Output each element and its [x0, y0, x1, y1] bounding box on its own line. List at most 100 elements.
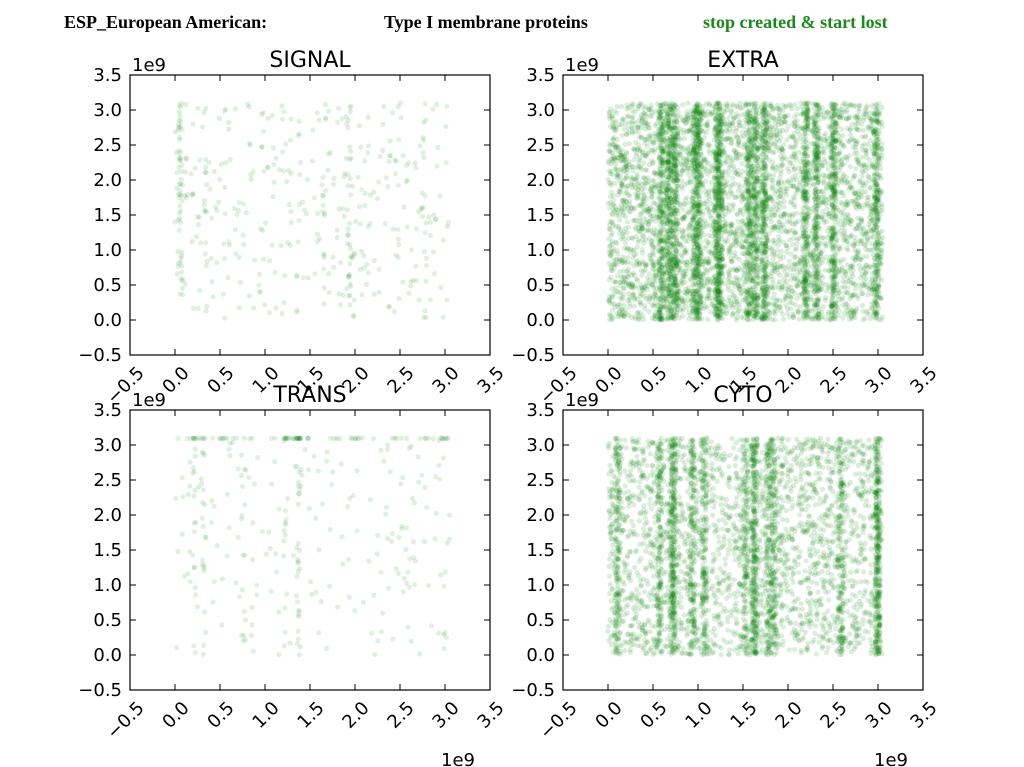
- scatter-point: [183, 195, 189, 201]
- scatter-point: [623, 225, 629, 231]
- scatter-point: [361, 265, 367, 271]
- scatter-point: [422, 230, 428, 236]
- scatter-point: [174, 185, 180, 191]
- scatter-point: [773, 143, 779, 150]
- scatter-point: [260, 110, 266, 116]
- scatter-point: [177, 208, 184, 214]
- scatter-point: [355, 174, 361, 180]
- scatter-point: [176, 134, 183, 140]
- scatter-point: [391, 309, 398, 315]
- scatter-point: [431, 212, 437, 218]
- scatter-point: [421, 137, 427, 143]
- scatter-point: [180, 277, 187, 283]
- scatter-point: [233, 251, 239, 257]
- scatter-point: [345, 124, 351, 131]
- scatter-point: [400, 153, 406, 159]
- scatter-point: [320, 209, 326, 215]
- scatter-point: [613, 240, 620, 246]
- scatter-point: [605, 200, 611, 206]
- scatter-point: [747, 230, 753, 236]
- scatter-point: [258, 226, 264, 232]
- scatter-point: [690, 282, 696, 288]
- scatter-point: [671, 155, 677, 161]
- scatter-point: [690, 267, 697, 273]
- scatter-point: [256, 271, 263, 277]
- scatter-point: [196, 214, 202, 220]
- scatter-point: [706, 292, 712, 298]
- scatter-point: [301, 207, 307, 213]
- scatter-point: [812, 150, 818, 156]
- scatter-point: [421, 154, 427, 160]
- scatter-point: [801, 274, 807, 280]
- scatter-point: [609, 211, 616, 218]
- scatter-point: [610, 192, 616, 199]
- scatter-point: [876, 283, 882, 289]
- scatter-point: [841, 108, 847, 114]
- scatter-point: [263, 220, 269, 226]
- scatter-point: [250, 169, 256, 175]
- scatter-point: [176, 102, 182, 108]
- scatter-point: [868, 264, 874, 270]
- scatter-point: [177, 188, 183, 194]
- scatter-point: [336, 105, 342, 111]
- scatter-point: [630, 102, 636, 108]
- scatter-point: [357, 266, 363, 272]
- scatter-point: [661, 299, 667, 305]
- scatter-point: [377, 153, 383, 160]
- scatter-point: [735, 113, 741, 119]
- scatter-point: [236, 305, 243, 311]
- scatter-point: [664, 262, 670, 269]
- scatter-point: [396, 296, 402, 302]
- scatter-point: [195, 221, 202, 228]
- scatter-point: [172, 219, 178, 225]
- scatter-point: [671, 151, 677, 157]
- scatter-point: [846, 139, 853, 145]
- scatter-point: [781, 316, 787, 322]
- scatter-point: [644, 262, 650, 268]
- scatter-point: [685, 100, 691, 106]
- scatter-point: [190, 121, 196, 127]
- scatter-point: [695, 201, 702, 207]
- scatter-point: [348, 155, 354, 161]
- dataset-label: ESP_European American:: [64, 12, 268, 32]
- scatter-point: [330, 254, 336, 260]
- scatter-point: [334, 227, 340, 233]
- scatter-point: [300, 275, 306, 281]
- x-tick-label: 3.5: [473, 363, 508, 398]
- scatter-point: [246, 104, 252, 110]
- scatter-point: [413, 226, 419, 232]
- scatter-point: [643, 167, 649, 173]
- scatter-point: [175, 260, 182, 266]
- scatter-point: [202, 170, 208, 176]
- scatter-point: [320, 174, 326, 180]
- scatter-point: [202, 207, 208, 214]
- scatter-point: [750, 170, 756, 176]
- scatter-point: [421, 119, 427, 125]
- scatter-point: [638, 101, 644, 107]
- scatter-point: [843, 109, 850, 115]
- scatter-point: [295, 239, 301, 245]
- scatter-point: [843, 301, 849, 307]
- scatter-point: [775, 281, 782, 287]
- scatter-point: [203, 209, 210, 215]
- scatter-point: [393, 252, 399, 258]
- scatter-point: [214, 208, 220, 214]
- scatter-point: [348, 103, 354, 109]
- scatter-point: [297, 172, 303, 178]
- scatter-point: [202, 208, 208, 214]
- scatter-point: [357, 123, 363, 129]
- scatter-point: [804, 178, 810, 184]
- scatter-point: [792, 247, 799, 253]
- scatter-point: [178, 169, 185, 175]
- scatter-point: [178, 269, 184, 275]
- scatter-point: [179, 198, 185, 204]
- scatter-point: [213, 259, 220, 266]
- scatter-point: [426, 214, 432, 220]
- scatter-point: [643, 113, 649, 119]
- scatter-point: [261, 128, 267, 134]
- scatter-point: [622, 141, 628, 147]
- scatter-point: [693, 307, 700, 313]
- scatter-point: [331, 175, 337, 181]
- scatter-point: [606, 168, 613, 174]
- scatter-point: [433, 216, 439, 222]
